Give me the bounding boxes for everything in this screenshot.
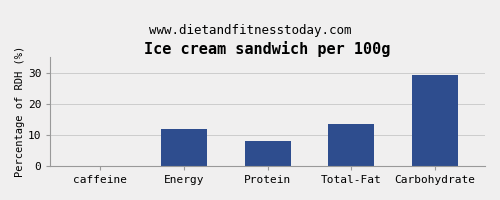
Bar [412, 75, 458, 166]
Title: Ice cream sandwich per 100g: Ice cream sandwich per 100g [144, 41, 391, 57]
Bar [161, 129, 207, 166]
Text: www.dietandfitnesstoday.com: www.dietandfitnesstoday.com [149, 24, 351, 37]
Y-axis label: Percentage of RDH (%): Percentage of RDH (%) [15, 46, 25, 177]
Bar [328, 124, 374, 166]
Bar [244, 141, 290, 166]
